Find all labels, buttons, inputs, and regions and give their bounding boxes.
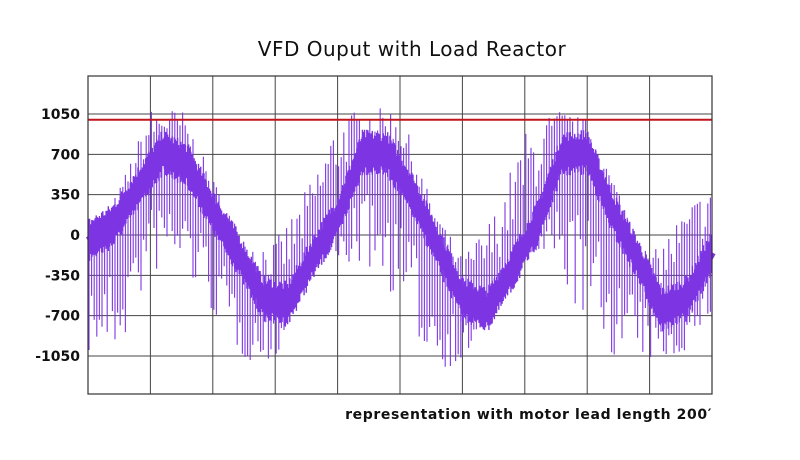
y-tick-label: 700 — [51, 147, 80, 163]
y-tick-label: -350 — [45, 268, 80, 284]
y-tick-label: -700 — [45, 309, 80, 325]
motor-lead-annotation: representation with motor lead length 20… — [345, 407, 712, 423]
waveform-series — [85, 108, 716, 367]
y-tick-label: 0 — [70, 228, 80, 244]
chart-title: VFD Ouput with Load Reactor — [258, 37, 567, 61]
fundamental-line — [85, 148, 716, 314]
y-tick-label: 1050 — [41, 107, 80, 123]
y-axis-tick-labels: 1050 700 350 0 -350 -700 -1050 — [35, 107, 80, 365]
y-tick-label: 350 — [51, 188, 80, 204]
plot-frame — [87, 75, 713, 395]
y-tick-label: -1050 — [35, 349, 80, 365]
